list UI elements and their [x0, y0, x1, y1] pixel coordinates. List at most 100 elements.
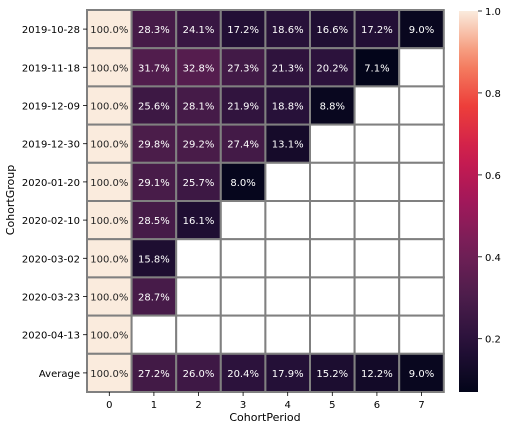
heatmap-cell: [398, 238, 445, 279]
x-tick-label: 3: [240, 400, 246, 411]
x-tick-label: 7: [418, 400, 424, 411]
cell-annotation: 26.0%: [183, 369, 215, 380]
y-tick-label: 2020-02-10: [22, 216, 80, 227]
cell-annotation: 28.7%: [138, 293, 170, 304]
cell-annotation: 100.0%: [90, 25, 128, 36]
cell-annotation: 7.1%: [364, 63, 389, 74]
cell-annotation: 32.8%: [183, 63, 215, 74]
cell-annotation: 29.1%: [138, 178, 170, 189]
cell-annotation: 25.7%: [183, 178, 215, 189]
cell-annotation: 100.0%: [90, 63, 128, 74]
heatmap-cell: [309, 123, 356, 164]
heatmap-cell: [264, 161, 311, 203]
heatmap-cell: [130, 47, 178, 88]
heatmap-cell: [130, 238, 178, 279]
heatmap-cell: [309, 314, 356, 355]
heatmap-cell: [219, 276, 267, 317]
heatmap-cell: [175, 314, 222, 355]
cell-annotation: 9.0%: [409, 25, 434, 36]
cell-annotation: 16.6%: [316, 25, 348, 36]
cell-annotation: 29.2%: [183, 140, 215, 151]
cell-annotation: 21.3%: [272, 63, 304, 74]
x-tick-label: 5: [329, 400, 335, 411]
cell-annotation: 27.4%: [227, 140, 259, 151]
colorbar-tick-label: 0.8: [485, 89, 501, 100]
heatmap-cells: [86, 9, 445, 393]
heatmap-cell: [353, 123, 401, 164]
cell-annotation: 100.0%: [90, 140, 128, 151]
heatmap-cell: [398, 276, 445, 317]
heatmap-cell: [398, 9, 445, 50]
heatmap-cell: [264, 352, 311, 393]
heatmap-cell: [398, 352, 445, 393]
heatmap-cell: [309, 238, 356, 279]
heatmap-cell: [175, 123, 222, 164]
cell-annotation: 24.1%: [183, 25, 215, 36]
x-axis-ticks: 0 1 2 3 4 5 6 7: [106, 392, 425, 411]
y-tick-label: 2019-12-09: [22, 102, 80, 113]
x-tick-label: 1: [151, 400, 157, 411]
cell-annotation: 17.2%: [227, 25, 259, 36]
y-tick-label: Average: [39, 369, 80, 380]
y-tick-label: 2020-04-13: [22, 331, 80, 342]
heatmap-cell: [219, 200, 267, 241]
heatmap-cell: [309, 352, 356, 393]
x-tick-label: 6: [374, 400, 380, 411]
cell-annotation: 27.3%: [227, 63, 259, 74]
x-tick-label: 4: [285, 400, 291, 411]
heatmap-cell: [398, 123, 445, 164]
heatmap-cell: [309, 200, 356, 241]
cell-annotation: 31.7%: [138, 63, 170, 74]
x-tick-label: 0: [106, 400, 112, 411]
cell-annotation: 8.8%: [320, 102, 345, 113]
heatmap-cell: [175, 276, 222, 317]
cell-annotation: 100.0%: [90, 331, 128, 342]
heatmap-cell: [175, 85, 222, 126]
cell-annotation: 100.0%: [90, 178, 128, 189]
cell-annotation: 100.0%: [90, 216, 128, 227]
cell-annotation: 28.3%: [138, 25, 170, 36]
cell-annotation: 8.0%: [230, 178, 255, 189]
cell-annotation: 28.5%: [138, 216, 170, 227]
heatmap-cell: [130, 314, 178, 355]
x-axis-label: CohortPeriod: [229, 411, 300, 424]
colorbar-tick-label: 0.6: [485, 171, 501, 182]
cell-annotation: 100.0%: [90, 369, 128, 380]
heatmap-cell: [398, 314, 445, 355]
cell-annotation: 18.6%: [272, 25, 304, 36]
heatmap-cell: [353, 200, 401, 241]
y-tick-label: 2019-12-30: [22, 140, 80, 151]
heatmap-cell: [398, 85, 445, 126]
heatmap-cell: [353, 276, 401, 317]
colorbar-tick-label: 0.4: [485, 253, 501, 264]
heatmap-cell: [264, 276, 311, 317]
cell-annotation: 25.6%: [138, 102, 170, 113]
y-tick-label: 2019-11-18: [22, 63, 80, 74]
heatmap-cell: [398, 47, 445, 88]
colorbar-tick-label: 1.0: [485, 7, 501, 18]
cell-annotations: 100.0% 28.3% 24.1% 17.2% 18.6% 16.6% 17.2% 9.0%…: [90, 25, 434, 380]
heatmap-cell: [175, 238, 222, 279]
cell-annotation: 100.0%: [90, 102, 128, 113]
heatmap-cell: [398, 200, 445, 241]
cell-annotation: 28.1%: [183, 102, 215, 113]
heatmap-cell: [264, 200, 311, 241]
cell-annotation: 12.2%: [361, 369, 393, 380]
y-axis-ticks: 2019-10-28 2019-11-18 2019-12-09 2019-12-30…: [22, 25, 87, 380]
heatmap-cell: [219, 161, 267, 203]
heatmap-cell: [264, 238, 311, 279]
heatmap-cell: [219, 238, 267, 279]
heatmap-cell: [353, 314, 401, 355]
heatmap-cell: [219, 314, 267, 355]
cell-annotation: 15.8%: [138, 254, 170, 265]
cell-annotation: 16.1%: [183, 216, 215, 227]
heatmap-cell: [398, 161, 445, 203]
heatmap-cell: [130, 352, 178, 393]
heatmap-cell: [264, 314, 311, 355]
y-tick-label: 2020-03-23: [22, 293, 80, 304]
cell-annotation: 17.9%: [272, 369, 304, 380]
heatmap-cell: [353, 352, 401, 393]
heatmap-cell: [353, 85, 401, 126]
heatmap-cell: [309, 276, 356, 317]
